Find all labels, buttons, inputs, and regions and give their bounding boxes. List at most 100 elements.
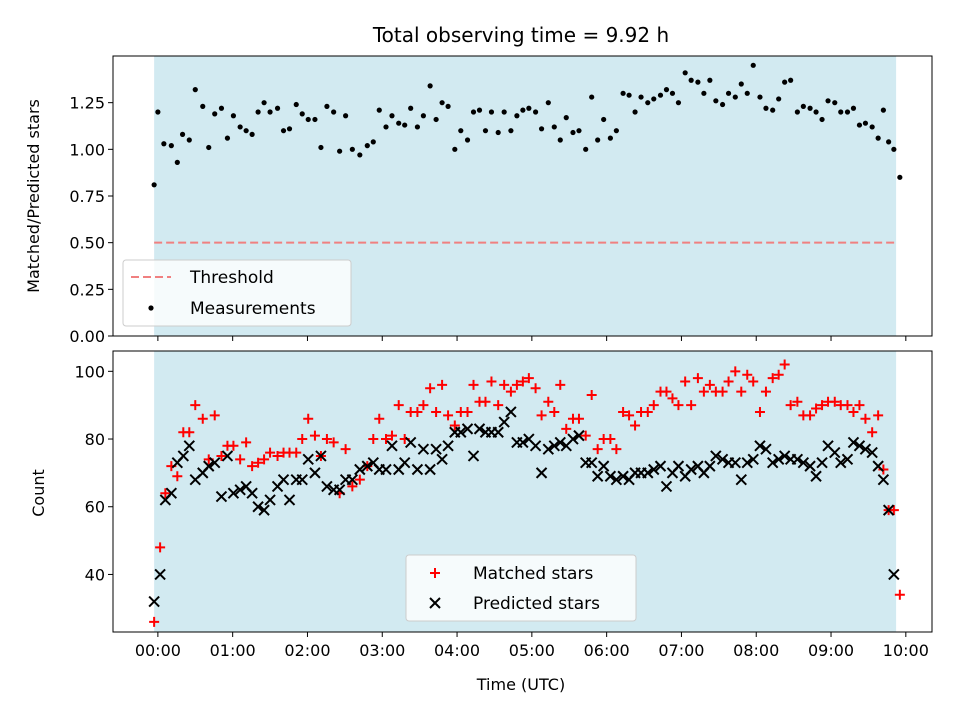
- data-point: [800, 103, 806, 109]
- data-point: [212, 111, 218, 117]
- data-point: [303, 413, 314, 424]
- data-point: [730, 366, 741, 377]
- data-point: [370, 139, 376, 145]
- data-point: [611, 444, 622, 455]
- data-point: [853, 440, 866, 452]
- data-point: [763, 105, 769, 111]
- data-point: [543, 396, 554, 407]
- legend-matched-swatch: [430, 568, 440, 578]
- data-point: [792, 396, 803, 407]
- data-point: [589, 94, 595, 100]
- data-point: [482, 128, 489, 134]
- data-point: [597, 460, 610, 472]
- data-point: [710, 450, 722, 462]
- data-point: [648, 463, 660, 476]
- predicted-stars-series: [148, 406, 900, 608]
- data-point: [259, 454, 270, 465]
- legend: Matched stars Predicted stars: [405, 554, 637, 622]
- data-point: [563, 115, 569, 121]
- data-point: [680, 376, 691, 387]
- data-point: [772, 453, 785, 466]
- data-point: [707, 77, 713, 83]
- data-point: [291, 447, 302, 458]
- data-point: [461, 423, 474, 435]
- data-point: [160, 488, 171, 499]
- x-tick-label: 06:00: [584, 641, 630, 660]
- data-point: [554, 436, 566, 449]
- data-point: [417, 443, 430, 455]
- data-point: [486, 376, 497, 387]
- data-point: [228, 440, 239, 451]
- x-tick-label: 02:00: [284, 641, 330, 660]
- data-point: [172, 471, 183, 482]
- data-point: [880, 107, 886, 113]
- data-point: [414, 124, 421, 130]
- data-point: [237, 124, 243, 130]
- data-point: [246, 487, 258, 499]
- data-point: [261, 100, 267, 106]
- data-point: [346, 473, 359, 486]
- y-tick-label: 0.75: [69, 187, 105, 206]
- data-point: [723, 376, 734, 387]
- data-point: [701, 90, 707, 96]
- data-point: [838, 109, 844, 115]
- data-point: [685, 463, 697, 476]
- data-point: [258, 504, 270, 516]
- data-point: [862, 120, 869, 126]
- data-point: [698, 386, 709, 397]
- data-point: [630, 420, 641, 431]
- data-point: [462, 406, 473, 417]
- data-point: [591, 470, 604, 482]
- data-point: [854, 400, 865, 411]
- data-point: [645, 100, 651, 106]
- data-point: [532, 109, 539, 115]
- legend-threshold-label: Threshold: [189, 268, 274, 288]
- data-point: [819, 116, 825, 123]
- data-point: [174, 159, 180, 165]
- data-point: [235, 454, 246, 465]
- data-point: [209, 457, 221, 469]
- data-point: [848, 406, 859, 417]
- data-point: [872, 460, 884, 472]
- data-point: [383, 124, 389, 130]
- data-point: [505, 406, 517, 418]
- top-ylabel: Matched/Predicted stars: [24, 99, 43, 293]
- data-point: [177, 450, 190, 462]
- data-point: [829, 396, 840, 407]
- data-point: [695, 79, 701, 85]
- data-point: [725, 90, 732, 96]
- data-point: [206, 144, 212, 151]
- legend-measurements-label: Measurements: [190, 299, 316, 319]
- data-point: [192, 87, 198, 93]
- data-point: [224, 135, 231, 141]
- data-point: [877, 473, 890, 486]
- data-point: [620, 90, 626, 96]
- data-point: [738, 81, 744, 87]
- data-point: [221, 450, 234, 462]
- data-point: [585, 457, 598, 469]
- data-point: [638, 94, 644, 100]
- data-point: [886, 139, 892, 145]
- data-point: [754, 406, 765, 417]
- data-point: [218, 105, 225, 111]
- data-point: [667, 393, 678, 404]
- data-point: [297, 434, 308, 445]
- data-point: [555, 379, 566, 390]
- data-point: [227, 487, 240, 499]
- data-point: [770, 107, 776, 113]
- data-point: [760, 386, 771, 397]
- legend-predicted-swatch: [429, 597, 441, 609]
- data-point: [315, 450, 327, 462]
- y-tick-label: 0.25: [69, 280, 105, 299]
- data-point: [321, 434, 332, 445]
- data-point: [832, 100, 838, 106]
- data-point: [757, 94, 763, 100]
- x-tick-label: 10:00: [883, 641, 929, 660]
- data-point: [682, 70, 688, 76]
- data-point: [433, 116, 439, 123]
- data-point: [632, 109, 638, 115]
- data-point: [517, 376, 528, 387]
- data-point: [296, 473, 308, 486]
- data-point: [713, 98, 719, 104]
- data-point: [331, 109, 337, 115]
